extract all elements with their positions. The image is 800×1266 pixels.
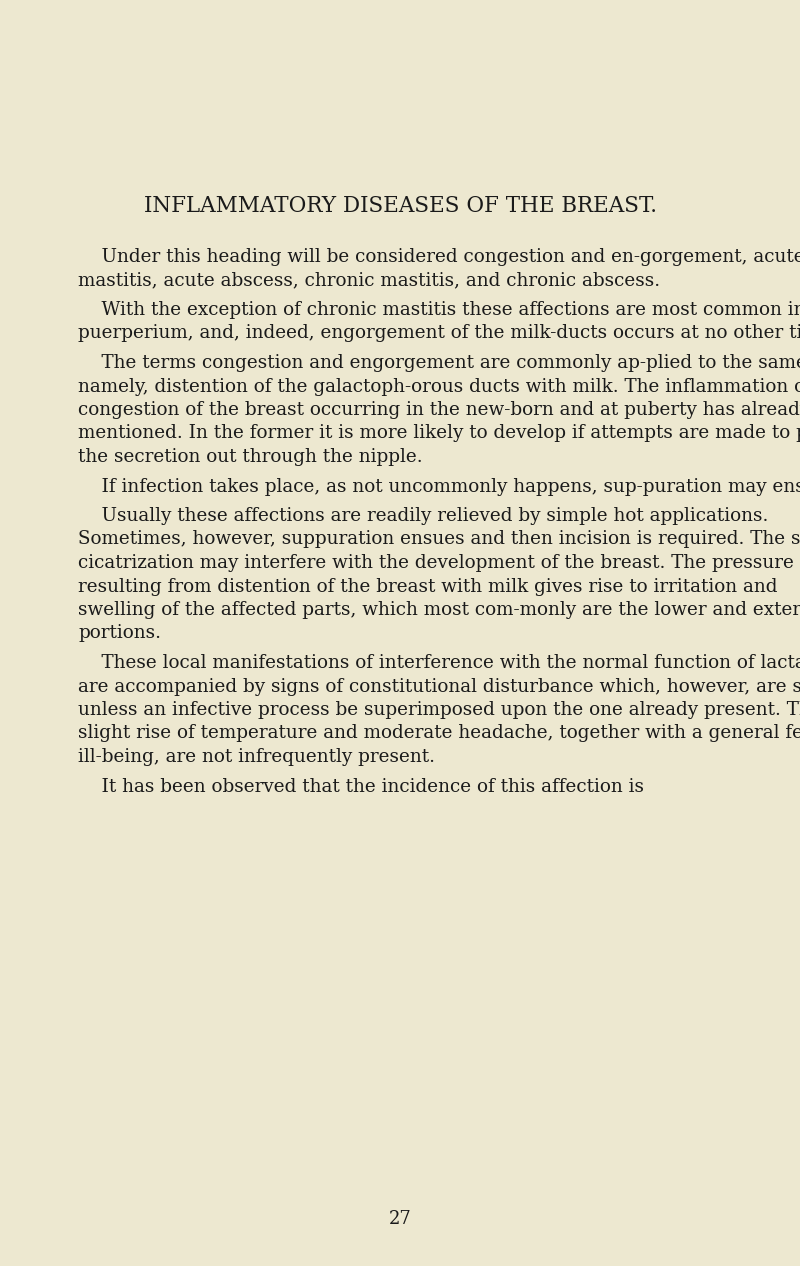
Text: It has been observed that the incidence of this affection is: It has been observed that the incidence … — [78, 777, 644, 795]
Text: portions.: portions. — [78, 624, 161, 643]
Text: puerperium, and, indeed, engorgement of the milk-ducts occurs at no other time.: puerperium, and, indeed, engorgement of … — [78, 324, 800, 343]
Text: Sometimes, however, suppuration ensues and then incision is required. The subseq: Sometimes, however, suppuration ensues a… — [78, 530, 800, 548]
Text: resulting from distention of the breast with milk gives rise to irritation and: resulting from distention of the breast … — [78, 577, 778, 595]
Text: mastitis, acute abscess, chronic mastitis, and chronic abscess.: mastitis, acute abscess, chronic mastiti… — [78, 271, 660, 290]
Text: INFLAMMATORY DISEASES OF THE BREAST.: INFLAMMATORY DISEASES OF THE BREAST. — [143, 195, 657, 216]
Text: congestion of the breast occurring in the new-born and at puberty has already be: congestion of the breast occurring in th… — [78, 401, 800, 419]
Text: ill-being, are not infrequently present.: ill-being, are not infrequently present. — [78, 748, 435, 766]
Text: swelling of the affected parts, which most com-monly are the lower and external: swelling of the affected parts, which mo… — [78, 601, 800, 619]
Text: The terms congestion and engorgement are commonly ap-plied to the same condition: The terms congestion and engorgement are… — [78, 354, 800, 372]
Text: cicatrization may interfere with the development of the breast. The pressure: cicatrization may interfere with the dev… — [78, 555, 794, 572]
Text: These local manifestations of interference with the normal function of lactation: These local manifestations of interferen… — [78, 655, 800, 672]
Text: are accompanied by signs of constitutional disturbance which, however, are sligh: are accompanied by signs of constitution… — [78, 677, 800, 695]
Text: slight rise of temperature and moderate headache, together with a general feelin: slight rise of temperature and moderate … — [78, 724, 800, 742]
Text: the secretion out through the nipple.: the secretion out through the nipple. — [78, 448, 422, 466]
Text: With the exception of chronic mastitis these affections are most common in the: With the exception of chronic mastitis t… — [78, 301, 800, 319]
Text: unless an infective process be superimposed upon the one already present. Thus a: unless an infective process be superimpo… — [78, 701, 800, 719]
Text: namely, distention of the galactoph-orous ducts with milk. The inflammation or: namely, distention of the galactoph-orou… — [78, 377, 800, 395]
Text: mentioned. In the former it is more likely to develop if attempts are made to pr: mentioned. In the former it is more like… — [78, 424, 800, 443]
Text: Usually these affections are readily relieved by simple hot applications.: Usually these affections are readily rel… — [78, 506, 768, 525]
Text: 27: 27 — [389, 1210, 411, 1228]
Text: If infection takes place, as not uncommonly happens, sup-puration may ensue.: If infection takes place, as not uncommo… — [78, 477, 800, 495]
Text: Under this heading will be considered congestion and en-gorgement, acute: Under this heading will be considered co… — [78, 248, 800, 266]
